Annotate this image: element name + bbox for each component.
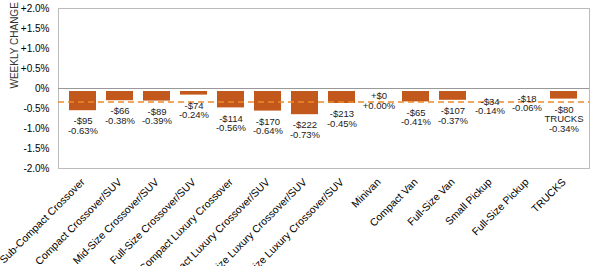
svg-text:-$114-0.56%: -$114-0.56%	[216, 113, 247, 134]
svg-text:Full-Size Van: Full-Size Van	[404, 175, 457, 228]
svg-text:0%: 0%	[35, 83, 50, 94]
svg-text:Minivan: Minivan	[349, 176, 383, 210]
svg-text:Full-Size Pickup: Full-Size Pickup	[469, 176, 531, 238]
svg-text:-$65-0.41%: -$65-0.41%	[401, 107, 432, 128]
svg-text:TRUCKS: TRUCKS	[529, 176, 568, 215]
svg-text:-2.0%: -2.0%	[23, 163, 49, 174]
svg-text:-$34-0.14%: -$34-0.14%	[475, 96, 506, 117]
svg-text:-$170-0.64%: -$170-0.64%	[253, 116, 284, 137]
svg-text:-0.5%: -0.5%	[23, 103, 49, 114]
svg-text:-$213-0.45%: -$213-0.45%	[327, 108, 358, 128]
svg-text:-1.0%: -1.0%	[23, 123, 49, 134]
svg-text:Full-Size Luxury Crossover/SUV: Full-Size Luxury Crossover/SUV	[231, 176, 346, 266]
svg-text:-$18-0.06%: -$18-0.06%	[512, 93, 543, 114]
svg-text:+1.5%: +1.5%	[21, 23, 50, 34]
svg-text:+2.0%: +2.0%	[21, 3, 50, 14]
svg-text:-$107-0.37%: -$107-0.37%	[438, 105, 469, 125]
svg-text:-$74-0.24%: -$74-0.24%	[179, 100, 210, 121]
svg-text:+0.5%: +0.5%	[21, 63, 50, 74]
svg-text:Small Pickup: Small Pickup	[442, 175, 494, 227]
svg-text:+$0+0.00%: +$0+0.00%	[363, 90, 396, 110]
svg-text:WEEKLY CHANGE: WEEKLY CHANGE	[9, 2, 20, 89]
svg-text:-$89-0.39%: -$89-0.39%	[142, 106, 173, 127]
svg-text:-1.5%: -1.5%	[23, 143, 49, 154]
svg-text:-$66-0.38%: -$66-0.38%	[105, 105, 136, 125]
svg-text:-$80TRUCKS-0.34%: -$80TRUCKS-0.34%	[544, 104, 583, 134]
svg-text:Compact Van: Compact Van	[366, 175, 420, 229]
svg-text:-$222-0.73%: -$222-0.73%	[290, 119, 321, 139]
svg-text:+1.0%: +1.0%	[21, 43, 50, 54]
svg-text:-$95-0.63%: -$95-0.63%	[68, 115, 99, 135]
